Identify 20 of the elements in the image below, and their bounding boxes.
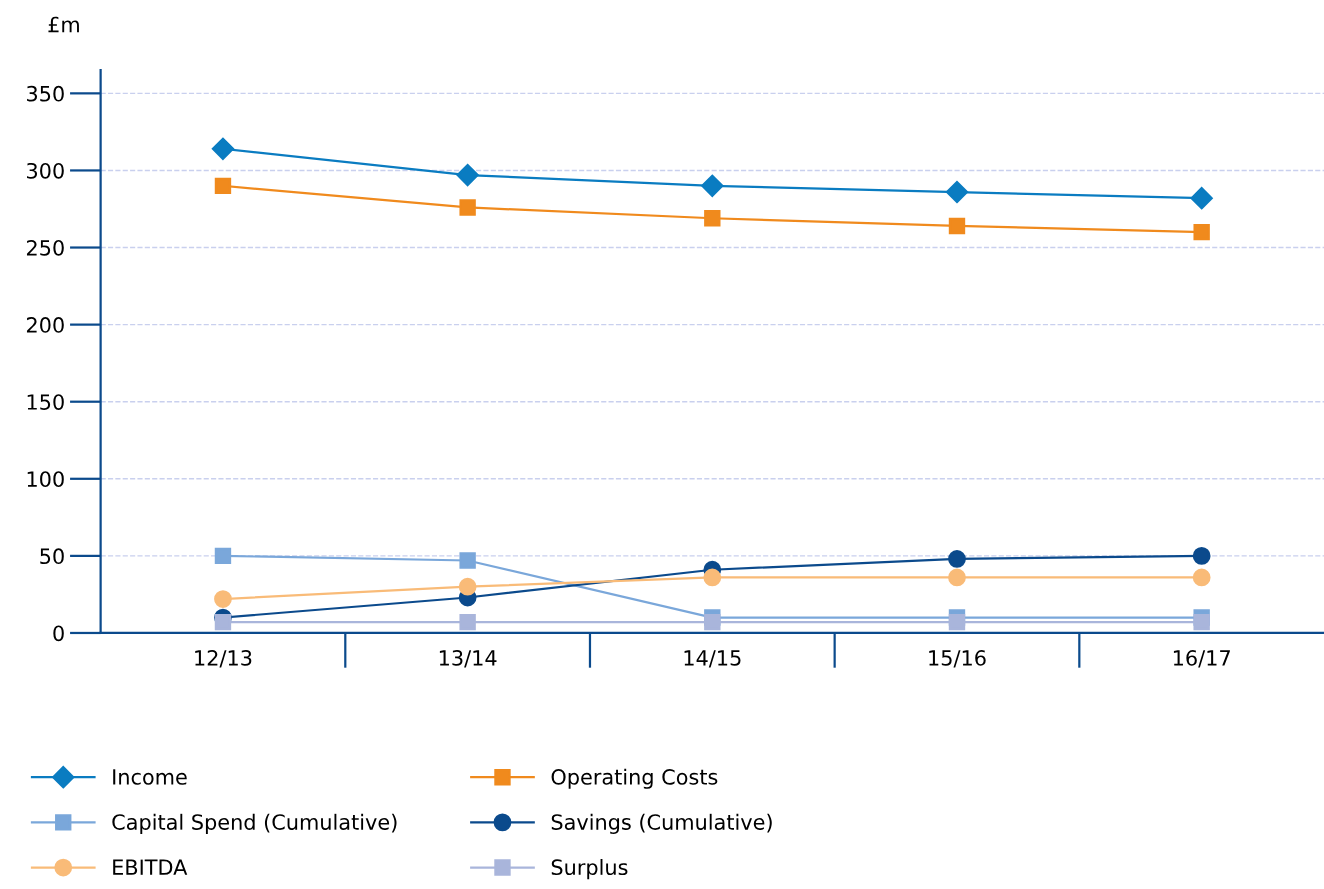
- x-tick-label: 12/13: [195, 650, 252, 668]
- y-tick-label: 300: [27, 162, 64, 179]
- x-tick-label: 15/16: [929, 650, 986, 668]
- y-tick-label: 350: [27, 85, 64, 102]
- legend-label: Capital Spend (Cumulative): [112, 813, 397, 834]
- legend-label: Surplus: [551, 858, 628, 880]
- legend-label: Operating Costs: [551, 768, 718, 789]
- x-tick-label: 14/15: [684, 650, 741, 668]
- y-tick-label: 250: [26, 239, 64, 256]
- legend-label: EBITDA: [113, 859, 188, 875]
- legend-label: Income: [113, 769, 187, 785]
- y-tick-label: 150: [27, 394, 64, 410]
- y-tick-label: 200: [26, 317, 64, 333]
- y-axis-title: £m: [48, 16, 79, 33]
- legend-label: Savings (Cumulative): [551, 813, 772, 834]
- x-tick-label: 16/17: [1173, 650, 1230, 668]
- y-tick-label: 0: [53, 625, 64, 642]
- y-tick-label: 50: [40, 548, 64, 565]
- x-tick-label: 13/14: [439, 650, 497, 668]
- y-tick-label: 100: [27, 471, 64, 487]
